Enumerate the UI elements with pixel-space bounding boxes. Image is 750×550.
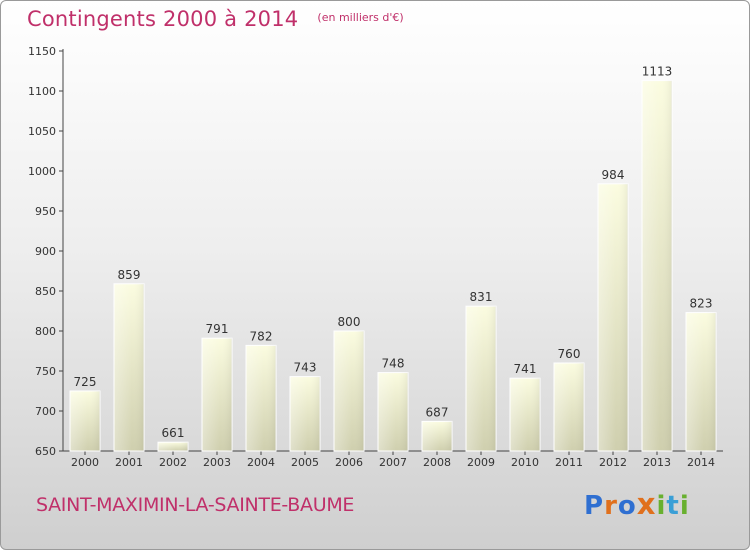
proxiti-logo[interactable]: Proxiti	[584, 487, 690, 521]
x-tick-label: 2001	[115, 456, 143, 469]
bar-shade	[510, 378, 540, 451]
bar-value-label: 984	[602, 168, 625, 182]
bar-value-label: 743	[294, 361, 317, 375]
x-tick-label: 2012	[599, 456, 627, 469]
x-tick-label: 2010	[511, 456, 539, 469]
logo-letter: i	[656, 491, 667, 521]
bar-value-label: 741	[514, 362, 537, 376]
chart-title: Contingents 2000 à 2014 (en milliers d'€…	[27, 7, 404, 31]
bar-shade	[686, 312, 716, 451]
y-tick-label: 1150	[28, 45, 56, 58]
chart-title-text: Contingents 2000 à 2014	[27, 7, 299, 31]
bar-shade	[246, 345, 276, 451]
y-tick-label: 900	[35, 245, 56, 258]
logo-letter: r	[604, 491, 618, 521]
y-tick-label: 700	[35, 405, 56, 418]
x-tick-label: 2000	[71, 456, 99, 469]
bar-shade	[554, 363, 584, 451]
x-tick-label: 2004	[247, 456, 275, 469]
bar-shade	[334, 331, 364, 451]
bar-value-label: 800	[338, 315, 361, 329]
logo-letter: i	[679, 491, 690, 521]
bar-shade	[158, 442, 188, 451]
bar-shade	[202, 338, 232, 451]
chart-unit-text: (en milliers d'€)	[317, 11, 404, 24]
y-tick-label: 850	[35, 285, 56, 298]
x-tick-label: 2003	[203, 456, 231, 469]
x-tick-label: 2006	[335, 456, 363, 469]
bar-value-label: 782	[250, 329, 273, 343]
x-tick-label: 2005	[291, 456, 319, 469]
bar-value-label: 725	[74, 375, 97, 389]
bar-value-label: 1113	[642, 65, 673, 79]
bar-shade	[114, 283, 144, 451]
y-tick-label: 650	[35, 445, 56, 458]
bar-shade	[642, 80, 672, 451]
x-tick-label: 2013	[643, 456, 671, 469]
bar-value-label: 859	[118, 268, 141, 282]
y-tick-label: 1100	[28, 85, 56, 98]
y-tick-label: 1050	[28, 125, 56, 138]
x-tick-label: 2008	[423, 456, 451, 469]
x-tick-label: 2007	[379, 456, 407, 469]
bar-shade	[466, 306, 496, 451]
bar-shade	[70, 391, 100, 451]
y-tick-label: 1000	[28, 165, 56, 178]
y-tick-label: 750	[35, 365, 56, 378]
bar-value-label: 791	[206, 322, 229, 336]
bar-value-label: 823	[690, 297, 713, 311]
bar-value-label: 748	[382, 357, 405, 371]
bar-value-label: 661	[162, 426, 185, 440]
logo-letter: P	[584, 491, 605, 521]
bar-value-label: 760	[558, 347, 581, 361]
x-tick-label: 2014	[687, 456, 715, 469]
bar-shade	[378, 372, 408, 451]
bar-shade	[422, 421, 452, 451]
bar-shade	[290, 376, 320, 451]
logo-letter: t	[666, 491, 680, 521]
y-tick-label: 800	[35, 325, 56, 338]
city-name: SAINT-MAXIMIN-LA-SAINTE-BAUME	[36, 494, 355, 516]
x-tick-label: 2011	[555, 456, 583, 469]
bar-value-label: 687	[426, 405, 449, 419]
x-tick-label: 2009	[467, 456, 495, 469]
bar-shade	[598, 183, 628, 452]
x-tick-label: 2002	[159, 456, 187, 469]
logo-letter: x	[636, 487, 657, 521]
logo-letter: o	[617, 491, 637, 521]
bar-value-label: 831	[470, 290, 493, 304]
y-tick-label: 950	[35, 205, 56, 218]
